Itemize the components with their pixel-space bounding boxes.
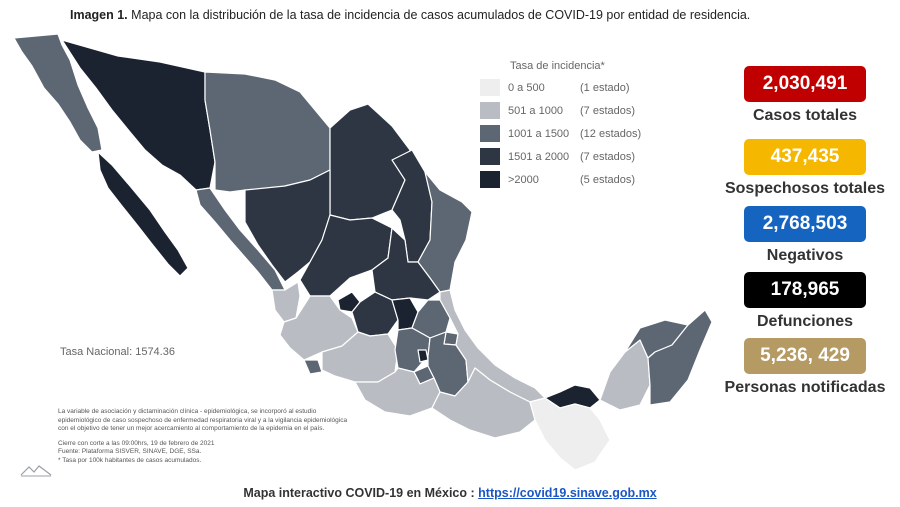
- legend: Tasa de incidencia* 0 a 500 (1 estado) 501…: [480, 60, 641, 191]
- stat-value: 437,435: [744, 139, 866, 175]
- state-baja-california: [13, 33, 103, 153]
- legend-range: 0 a 500: [508, 81, 545, 94]
- footer-link[interactable]: https://covid19.sinave.gob.mx: [478, 486, 657, 500]
- stat-value: 5,236, 429: [744, 338, 866, 374]
- footer-text: Mapa interactivo COVID-19 en México :: [243, 486, 475, 500]
- state-colima: [303, 359, 323, 375]
- legend-swatch: [480, 102, 500, 119]
- legend-swatch: [480, 148, 500, 165]
- stat-item: 2,030,491 Casos totales: [710, 66, 900, 125]
- note-tasa: * Tasa por 100k habitantes de casos acum…: [58, 456, 202, 464]
- mountain-logo-icon: [20, 465, 52, 477]
- legend-swatch: [480, 125, 500, 142]
- legend-range: 1501 a 2000: [508, 150, 570, 163]
- figure-title: Imagen 1. Mapa con la distribución de la…: [70, 8, 750, 22]
- note-line: La variable de asociación y dictaminació…: [58, 408, 317, 415]
- state-chihuahua: [204, 71, 331, 193]
- state-quintana-roo: [647, 309, 713, 406]
- figure-caption: Mapa con la distribución de la tasa de i…: [131, 8, 751, 22]
- legend-range: 501 a 1000: [508, 104, 564, 117]
- methodology-notes: La variable de asociación y dictaminació…: [58, 408, 478, 465]
- note-line: epidemiológico de caso sospechoso de enf…: [58, 416, 348, 424]
- state-baja-california-sur: [97, 151, 189, 277]
- legend-count: (1 estado): [580, 81, 630, 94]
- state-campeche: [599, 339, 651, 411]
- legend-item: 0 a 500 (1 estado): [480, 76, 641, 99]
- legend-range: 1001 a 1500: [508, 127, 570, 140]
- stat-value: 2,768,503: [744, 206, 866, 242]
- legend-item: >2000 (5 estados): [480, 168, 641, 191]
- legend-item: 1501 a 2000 (7 estados): [480, 145, 641, 168]
- legend-swatch: [480, 79, 500, 96]
- figure-label: Imagen 1.: [70, 8, 128, 22]
- legend-title: Tasa de incidencia*: [510, 60, 605, 72]
- note-line: con el objetivo de tener un mejor acerca…: [58, 425, 325, 432]
- stat-item: 178,965 Defunciones: [710, 272, 900, 331]
- legend-item: 501 a 1000 (7 estados): [480, 99, 641, 122]
- stat-label: Personas notificadas: [724, 379, 886, 396]
- legend-item: 1001 a 1500 (12 estados): [480, 122, 641, 145]
- note-fuente: Fuente: Plataforma SISVER, SINAVE, DGE, …: [58, 448, 202, 455]
- legend-range: >2000: [508, 173, 539, 186]
- stat-item: 437,435 Sospechosos totales: [710, 139, 900, 198]
- stat-item: 2,768,503 Negativos: [710, 206, 900, 265]
- footer: Mapa interactivo COVID-19 en México : ht…: [0, 486, 900, 500]
- state-cdmx: [417, 349, 429, 363]
- stat-item: 5,236, 429 Personas notificadas: [710, 338, 900, 397]
- stat-value: 2,030,491: [744, 66, 866, 102]
- stat-value: 178,965: [744, 272, 866, 308]
- tasa-nacional: Tasa Nacional: 1574.36: [60, 346, 175, 358]
- state-zacatecas: [299, 214, 393, 297]
- legend-items: 0 a 500 (1 estado) 501 a 1000 (7 estados) 10…: [480, 76, 641, 191]
- state-nayarit: [271, 281, 301, 323]
- legend-count: (12 estados): [580, 127, 642, 140]
- note-cierre: Cierre con corte a las 09:00hrs, 19 de f…: [58, 439, 215, 447]
- legend-count: (7 estados): [580, 150, 636, 163]
- state-chiapas: [529, 397, 611, 471]
- stat-label: Sospechosos totales: [724, 180, 886, 197]
- state-guerrero: [354, 367, 441, 417]
- legend-count: (5 estados): [580, 173, 636, 186]
- stat-label: Casos totales: [752, 107, 858, 124]
- stat-label: Defunciones: [756, 313, 853, 330]
- legend-count: (7 estados): [580, 104, 636, 117]
- stat-label: Negativos: [766, 247, 844, 264]
- legend-swatch: [480, 171, 500, 188]
